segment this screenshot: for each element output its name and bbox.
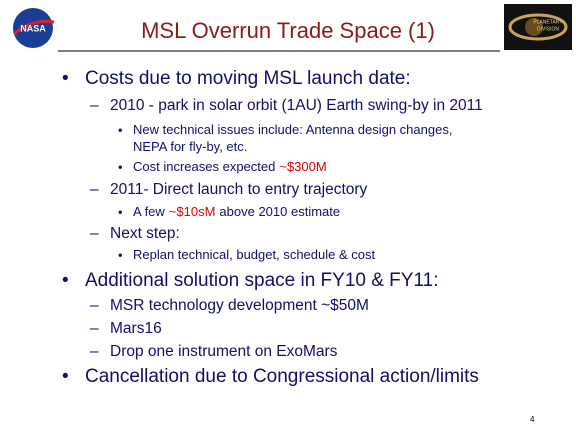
bullet-line: NEPA for fly-by, etc. xyxy=(133,139,247,154)
bullet-text: Cost increases expected ~$300M xyxy=(133,159,327,174)
nasa-circle xyxy=(13,8,53,48)
bullet-marker: • xyxy=(118,204,123,219)
bullet-text: Costs due to moving MSL launch date: xyxy=(85,68,411,89)
bullet-marker: – xyxy=(90,343,99,360)
bullet-text: Next step: xyxy=(110,225,180,242)
logo-planet xyxy=(525,18,543,36)
bullet-marker: • xyxy=(62,68,69,89)
bullet-line: Replan technical, budget, schedule & cos… xyxy=(133,247,375,262)
bullet-line: Drop one instrument on ExoMars xyxy=(110,343,338,360)
page-number: 4 xyxy=(530,415,535,424)
bullet-marker: – xyxy=(90,97,99,114)
bullet-after: above 2010 estimate xyxy=(219,204,340,219)
bullet-marker: – xyxy=(90,225,99,242)
bullet-text: Additional solution space in FY10 & FY11… xyxy=(85,270,438,291)
logo-text: DIVISION xyxy=(537,26,559,32)
logo-ring xyxy=(508,13,568,41)
bullet-line: Next step: xyxy=(110,225,180,242)
planetary-logo: PLANETARY DIVISION xyxy=(504,4,572,50)
bullet-marker: • xyxy=(62,270,69,291)
bullet-marker: – xyxy=(90,181,99,198)
bullet-marker: • xyxy=(118,122,123,137)
bullet-marker: • xyxy=(118,159,123,174)
highlight: ~$10sM xyxy=(169,204,216,219)
bullet-list: • Costs due to moving MSL launch date:– 20… xyxy=(62,68,483,387)
bullet-marker: – xyxy=(90,297,99,314)
bullet-text: 2010 - park in solar orbit (1AU) Earth s… xyxy=(110,97,483,114)
bullet-text: A few ~$10sM above 2010 estimate xyxy=(133,204,340,219)
nasa-logo: NASA xyxy=(13,8,55,48)
highlight: ~$300M xyxy=(279,159,326,174)
nasa-text: NASA xyxy=(20,23,46,33)
bullet-marker: • xyxy=(62,366,69,387)
bullet-text: 2011- Direct launch to entry trajectory xyxy=(110,181,368,198)
bullet-text: New technical issues include: Antenna de… xyxy=(133,122,452,137)
slide-title: MSL Overrun Trade Space (1) xyxy=(141,18,435,43)
bullet-text: MSR technology development ~$50M xyxy=(110,297,369,314)
bullet-text: Drop one instrument on ExoMars xyxy=(110,343,338,360)
logo-text: PLANETARY xyxy=(533,19,563,25)
bullet-line: 2010 - park in solar orbit (1AU) Earth s… xyxy=(110,97,483,114)
bullet-line: Cancellation due to Congressional action… xyxy=(85,366,479,387)
bullet-line: Cost increases expected xyxy=(133,159,275,174)
bullet-text: Mars16 xyxy=(110,320,162,337)
bullet-line: Costs due to moving MSL launch date: xyxy=(85,68,411,89)
nasa-swoosh xyxy=(13,19,55,36)
bullet-line: Additional solution space in FY10 & FY11… xyxy=(85,270,438,291)
bullet-line: Mars16 xyxy=(110,320,162,337)
bullet-line: MSR technology development ~$50M xyxy=(110,297,369,314)
bullet-marker: – xyxy=(90,320,99,337)
bullet-marker: • xyxy=(118,247,123,262)
bullet-line: New technical issues include: Antenna de… xyxy=(133,122,452,137)
bullet-text: Replan technical, budget, schedule & cos… xyxy=(133,247,375,262)
bullet-text: NEPA for fly-by, etc. xyxy=(133,139,247,154)
bullet-line: 2011- Direct launch to entry trajectory xyxy=(110,181,368,198)
bullet-line: A few xyxy=(133,204,165,219)
bullet-text: Cancellation due to Congressional action… xyxy=(85,366,479,387)
